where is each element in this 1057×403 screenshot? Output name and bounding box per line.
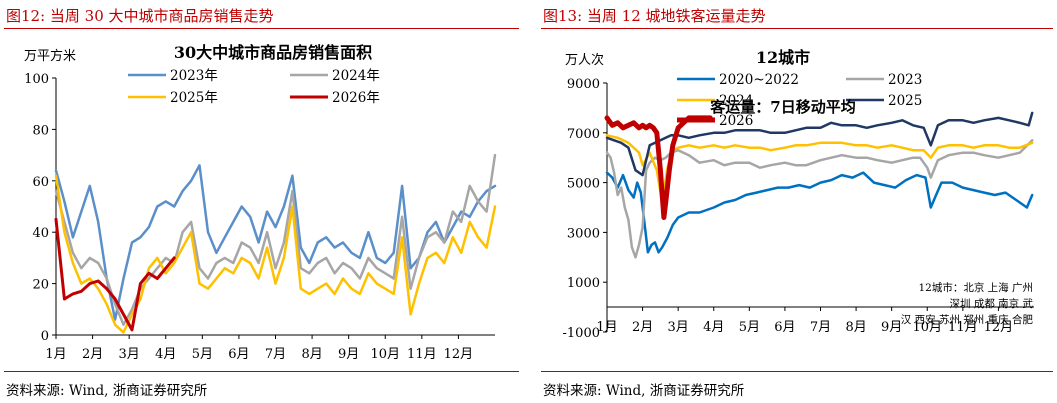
left-x-tick-label: 6月 [228, 347, 249, 362]
left-y-tick-label: 80 [32, 123, 49, 138]
right-x-tick-label: 9月 [881, 320, 902, 335]
right-figure: 图13: 当周 12 城地铁客运量走势 -1000 1000 3000 5000 700… [537, 0, 1057, 403]
right-x-tick-label: 4月 [703, 320, 724, 335]
right-annotation-line: 深圳 成都 南京 武 [949, 297, 1033, 310]
left-legend-label-3: 2026年 [332, 90, 380, 106]
right-series-line-1 [605, 139, 1034, 259]
left-x-tick-label: 4月 [155, 347, 176, 362]
right-x-tick-label: 1月 [596, 320, 617, 335]
left-y-tick-label: 0 [41, 329, 49, 344]
right-y-tick-label: 9000 [567, 77, 600, 92]
right-chart-title: 12城市 [756, 48, 810, 67]
right-legend-label-0: 2020~2022 [719, 72, 799, 88]
right-chart-subtitle: 客运量：7日移动平均 [709, 98, 855, 116]
left-series-line-2 [54, 174, 497, 334]
left-y-tick-label: 100 [24, 72, 49, 87]
left-x-tick-label: 9月 [338, 347, 359, 362]
left-x-tick-label: 1月 [45, 347, 66, 362]
left-chart: 0 20 40 60 80 100 1月 2月 3月 4月 5月 6月 7月 8月 9月 10月 11月 12月 万… [24, 43, 497, 362]
right-y-tick-label: -1000 [563, 326, 600, 341]
right-legend-label-3: 2025 [888, 93, 922, 109]
left-ylabel: 万平方米 [24, 48, 76, 64]
left-source: 资料来源: Wind, 浙商证券研究所 [6, 383, 208, 399]
right-top-rule [541, 28, 1053, 29]
left-y-tick-label: 40 [32, 226, 49, 241]
left-series-line-0 [54, 164, 497, 321]
right-x-tick-label: 8月 [845, 320, 866, 335]
right-annotation-line: 12城市：北京 上海 广州 [918, 281, 1033, 294]
left-figure-title: 图12: 当周 30 大中城市商品房销售走势 [6, 7, 274, 25]
right-y-tick-label: 5000 [567, 177, 600, 192]
right-y-tick-label: 7000 [567, 127, 600, 142]
left-y-tick-label: 60 [32, 175, 49, 190]
right-legend-label-2: 2024 [719, 93, 753, 109]
right-x-tick-label: 10月 [912, 320, 942, 335]
left-x-tick-label: 3月 [119, 347, 140, 362]
left-legend-label-2: 2025年 [170, 90, 218, 106]
left-x-tick-label: 12月 [444, 347, 474, 362]
left-y-tick-label: 20 [32, 278, 49, 293]
left-bottom-rule [4, 371, 519, 372]
left-chart-title: 30大中城市商品房销售面积 [174, 43, 372, 62]
right-x-tick-label: 7月 [810, 320, 831, 335]
left-x-tick-label: 8月 [301, 347, 322, 362]
right-y-tick-label: 1000 [567, 276, 600, 291]
right-figure-title: 图13: 当周 12 城地铁客运量走势 [543, 7, 766, 25]
left-x-tick-label: 2月 [82, 347, 103, 362]
right-source: 资料来源: Wind, 浙商证券研究所 [543, 383, 745, 399]
right-legend-label-1: 2023 [888, 72, 922, 88]
right-bottom-rule [541, 371, 1053, 372]
right-x-tick-label: 3月 [668, 320, 689, 335]
left-legend-label-1: 2024年 [332, 68, 380, 84]
right-series-line-4 [604, 115, 713, 220]
right-x-tick-label: 12月 [984, 320, 1014, 335]
left-series-line-3 [54, 217, 176, 332]
right-ylabel: 万人次 [565, 52, 604, 68]
right-x-tick-label: 5月 [739, 320, 760, 335]
left-legend-label-0: 2023年 [170, 68, 218, 84]
left-x-tick-label: 10月 [370, 347, 400, 362]
right-x-tick-label: 11月 [948, 320, 978, 335]
right-legend-label-4: 2026 [719, 113, 753, 129]
left-x-tick-label: 11月 [407, 347, 437, 362]
left-top-rule [4, 28, 519, 29]
right-x-tick-label: 6月 [774, 320, 795, 335]
right-chart: -1000 1000 3000 5000 7000 9000 1月 2月 3月 4月 5月 6月 7月 8… [563, 48, 1034, 341]
right-x-tick-label: 2月 [632, 320, 653, 335]
left-x-tick-label: 5月 [192, 347, 213, 362]
right-series-line-0 [605, 171, 1034, 254]
right-y-tick-label: 3000 [567, 226, 600, 241]
left-series-line-1 [54, 153, 497, 326]
right-annotation-line: 汉 西安 苏州 郑州 重庆 合肥 [901, 313, 1034, 326]
left-x-tick-label: 7月 [265, 347, 286, 362]
left-figure: 图12: 当周 30 大中城市商品房销售走势 0 20 40 60 80 100 1月 2月 3… [0, 0, 523, 403]
